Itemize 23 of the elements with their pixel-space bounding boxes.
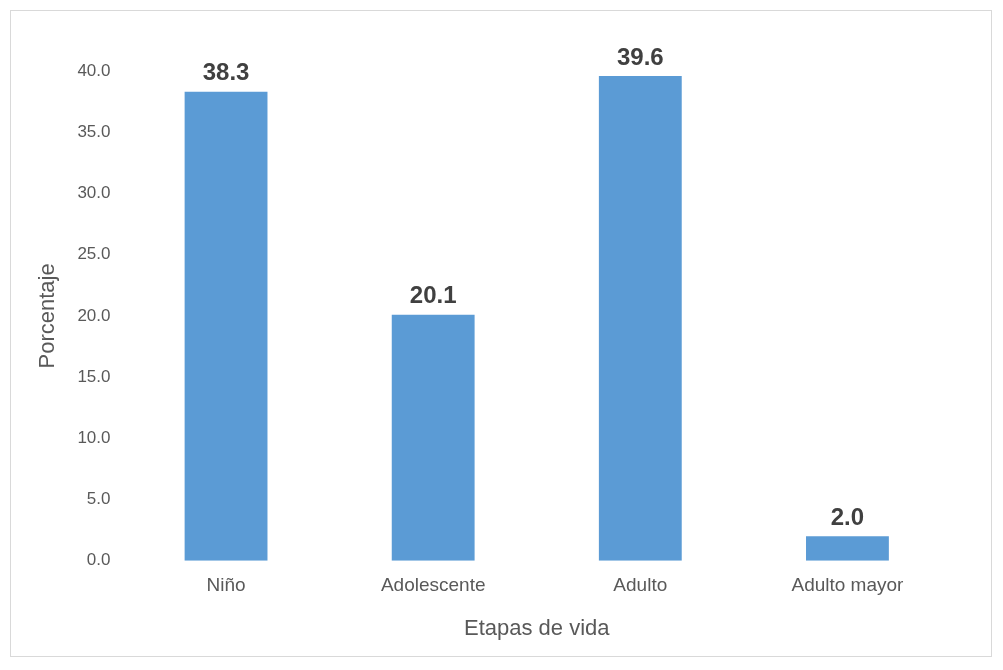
bar (598, 75, 682, 561)
y-tick-label: 25.0 (77, 244, 111, 264)
y-tick-label: 10.0 (77, 428, 111, 448)
x-axis-title: Etapas de vida (463, 614, 611, 640)
y-axis-title: Porcentaje (34, 263, 60, 369)
bar (806, 536, 889, 561)
x-tick-label: Adulto mayor (791, 574, 905, 596)
y-tick-label: 35.0 (77, 121, 111, 141)
data-label: 39.6 (616, 42, 664, 70)
y-tick-label: 30.0 (77, 183, 111, 203)
x-tick-label: Niño (206, 574, 246, 596)
data-label: 38.3 (202, 58, 250, 86)
y-tick-label: 5.0 (86, 489, 111, 509)
x-tick-label: Adolescente (380, 574, 486, 596)
data-label: 20.1 (409, 281, 457, 309)
bar (184, 91, 268, 561)
y-tick-label: 0.0 (86, 550, 111, 570)
y-tick-label: 40.0 (77, 60, 111, 80)
bar (391, 314, 475, 561)
y-tick-label: 20.0 (77, 305, 111, 325)
data-label: 2.0 (830, 502, 865, 530)
x-tick-label: Adulto (613, 574, 668, 596)
y-tick-label: 15.0 (77, 366, 111, 386)
